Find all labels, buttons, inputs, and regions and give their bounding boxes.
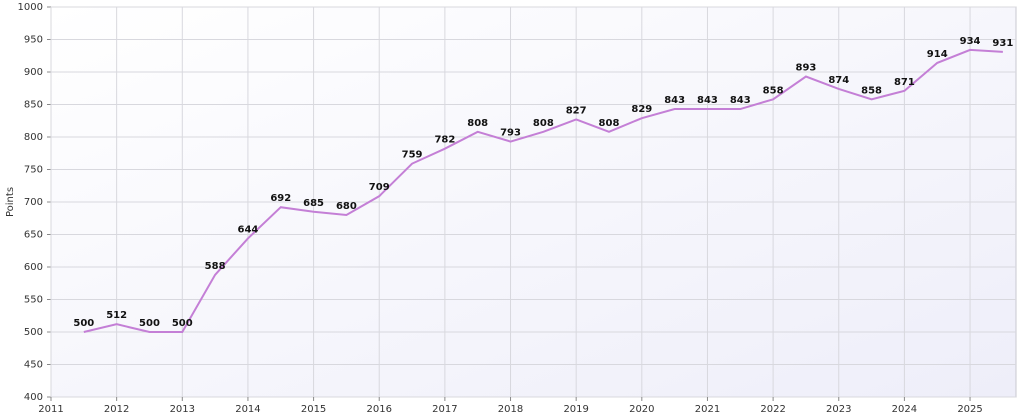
data-label: 709 bbox=[369, 182, 390, 193]
data-label: 500 bbox=[172, 318, 193, 329]
x-tick-label: 2013 bbox=[170, 404, 195, 415]
data-label: 827 bbox=[566, 105, 587, 116]
data-label: 588 bbox=[205, 261, 226, 272]
x-tick-label: 2012 bbox=[104, 404, 129, 415]
data-label: 893 bbox=[795, 63, 816, 74]
data-label: 931 bbox=[992, 38, 1013, 49]
data-label: 808 bbox=[533, 118, 554, 129]
data-label: 843 bbox=[730, 95, 751, 106]
x-tick-label: 2024 bbox=[892, 404, 917, 415]
data-label: 500 bbox=[73, 318, 94, 329]
data-label: 874 bbox=[828, 75, 849, 86]
y-tick-label: 850 bbox=[24, 100, 43, 111]
y-tick-label: 950 bbox=[24, 35, 43, 46]
data-label: 843 bbox=[697, 95, 718, 106]
y-tick-label: 400 bbox=[24, 392, 43, 403]
data-label: 808 bbox=[599, 118, 620, 129]
x-tick-label: 2017 bbox=[432, 404, 457, 415]
y-tick-label: 900 bbox=[24, 67, 43, 78]
x-tick-label: 2011 bbox=[38, 404, 63, 415]
data-label: 692 bbox=[270, 193, 291, 204]
y-tick-label: 600 bbox=[24, 262, 43, 273]
data-label: 829 bbox=[631, 104, 652, 115]
x-tick-label: 2014 bbox=[235, 404, 260, 415]
data-label: 759 bbox=[402, 150, 423, 161]
y-tick-label: 650 bbox=[24, 230, 43, 241]
data-label: 858 bbox=[861, 85, 882, 96]
x-tick-label: 2022 bbox=[760, 404, 785, 415]
x-tick-label: 2016 bbox=[367, 404, 392, 415]
x-tick-label: 2020 bbox=[629, 404, 654, 415]
y-tick-label: 500 bbox=[24, 327, 43, 338]
data-label: 843 bbox=[664, 95, 685, 106]
data-label: 808 bbox=[467, 118, 488, 129]
data-label: 914 bbox=[927, 49, 948, 60]
y-tick-label: 800 bbox=[24, 132, 43, 143]
data-line bbox=[83, 48, 1003, 333]
data-label: 793 bbox=[500, 128, 521, 139]
y-axis-label: Points bbox=[5, 187, 16, 217]
x-tick-label: 2019 bbox=[563, 404, 588, 415]
y-tick-label: 750 bbox=[24, 165, 43, 176]
data-label: 685 bbox=[303, 198, 324, 209]
y-tick-label: 550 bbox=[24, 295, 43, 306]
data-label: 680 bbox=[336, 201, 357, 212]
x-tick-label: 2015 bbox=[301, 404, 326, 415]
data-label: 644 bbox=[238, 224, 259, 235]
x-tick-label: 2021 bbox=[695, 404, 720, 415]
data-label: 934 bbox=[960, 36, 981, 47]
data-label: 512 bbox=[106, 310, 127, 321]
data-label: 500 bbox=[139, 318, 160, 329]
y-tick-label: 700 bbox=[24, 197, 43, 208]
x-tick-label: 2025 bbox=[957, 404, 982, 415]
data-label: 782 bbox=[434, 135, 455, 146]
y-tick-label: 450 bbox=[24, 360, 43, 371]
x-tick-label: 2018 bbox=[498, 404, 523, 415]
data-label: 858 bbox=[763, 85, 784, 96]
y-tick-label: 1000 bbox=[18, 2, 43, 13]
x-tick-label: 2023 bbox=[826, 404, 851, 415]
data-label: 871 bbox=[894, 77, 915, 88]
